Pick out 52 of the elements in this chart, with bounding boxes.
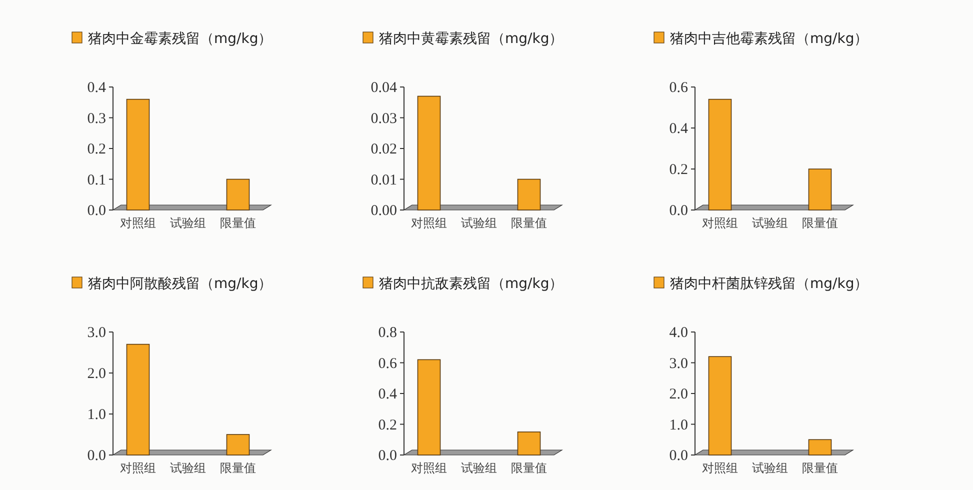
x-tick-label: 试验组 [752,461,788,475]
y-tick-label: 0.2 [378,417,397,434]
legend-label: 猪肉中杆菌肽锌残留（mg/kg） [670,276,868,292]
x-tick-label: 试验组 [170,216,206,230]
x-tick-label: 对照组 [702,216,738,230]
y-tick-label: 0.02 [370,142,397,158]
y-tick-label: 0.0 [669,203,688,219]
x-tick-label: 限量值 [511,216,547,230]
x-tick-label: 限量值 [511,461,547,475]
y-tick-label: 3.0 [669,356,688,372]
y-tick-label: 2.0 [669,386,688,402]
y-tick-label: 0.0 [378,448,397,464]
y-tick-label: 4.0 [669,325,688,341]
y-tick-label: 3.0 [87,325,106,341]
y-tick-label: 0.8 [378,325,397,341]
x-tick-label: 对照组 [702,461,738,475]
x-tick-label: 对照组 [120,216,156,230]
x-tick-label: 试验组 [461,461,497,475]
legend-label: 猪肉中黄霉素残留（mg/kg） [379,31,564,47]
y-tick-label: 0.0 [669,448,688,464]
x-tick-label: 对照组 [411,461,447,475]
y-tick-label: 0.4 [669,121,688,137]
x-tick-label: 限量值 [220,461,256,475]
y-tick-label: 0.4 [378,386,398,402]
y-tick-label: 0.6 [378,356,398,372]
y-tick-label: 0.0 [87,448,106,464]
x-tick-label: 限量值 [802,461,838,475]
y-tick-label: 0.1 [87,172,106,188]
x-tick-label: 限量值 [220,216,256,230]
legend-label: 猪肉中吉他霉素残留（mg/kg） [670,31,868,47]
y-tick-label: 0.00 [370,203,397,219]
x-tick-label: 对照组 [120,461,156,475]
y-tick-label: 0.6 [669,80,688,96]
legend-label: 猪肉中金霉素残留（mg/kg） [88,31,272,47]
y-tick-label: 0.04 [370,80,398,96]
x-tick-label: 限量值 [802,216,838,230]
y-tick-label: 1.0 [669,417,688,434]
y-tick-label: 0.03 [370,110,397,127]
y-tick-label: 0.3 [87,110,106,127]
x-tick-label: 试验组 [752,216,788,230]
y-tick-label: 0.2 [87,142,106,158]
legend-label: 猪肉中阿散酸残留（mg/kg） [88,276,272,292]
y-tick-label: 0.4 [87,80,106,96]
y-tick-label: 2.0 [87,366,106,382]
x-tick-label: 对照组 [411,216,447,230]
legend-label: 猪肉中抗敌素残留（mg/kg） [379,276,564,292]
y-tick-label: 0.0 [87,203,106,219]
y-tick-label: 0.2 [669,162,688,178]
x-tick-label: 试验组 [170,461,206,475]
y-tick-label: 0.01 [370,172,397,188]
y-tick-label: 1.0 [87,407,106,423]
x-tick-label: 试验组 [461,216,497,230]
